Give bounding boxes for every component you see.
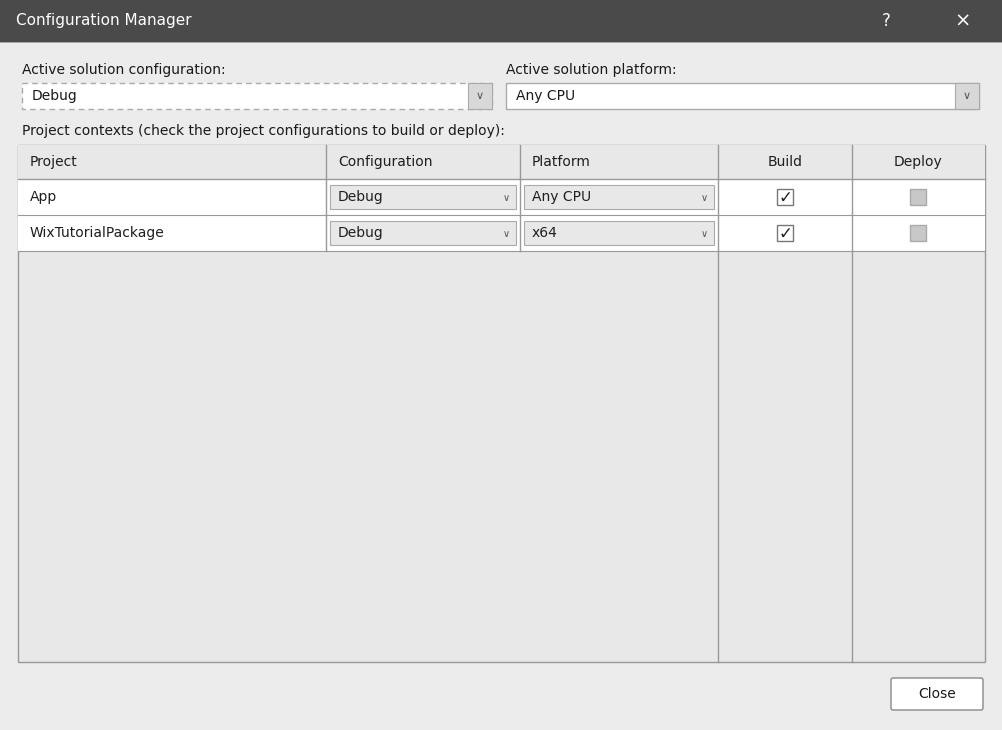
Bar xyxy=(954,83,978,109)
Bar xyxy=(18,215,984,251)
Text: x64: x64 xyxy=(531,226,557,240)
Text: ×: × xyxy=(954,12,970,31)
Text: Debug: Debug xyxy=(338,226,384,240)
Text: Debug: Debug xyxy=(32,89,78,103)
Bar xyxy=(22,83,492,109)
Text: Platform: Platform xyxy=(531,155,590,169)
Bar xyxy=(18,145,984,179)
Text: ?: ? xyxy=(881,12,890,30)
Text: Active solution platform:: Active solution platform: xyxy=(505,63,676,77)
Bar xyxy=(523,221,713,245)
Bar xyxy=(505,83,978,109)
Text: ∨: ∨ xyxy=(699,229,706,239)
Text: ∨: ∨ xyxy=(699,193,706,203)
Text: ∨: ∨ xyxy=(502,193,509,203)
Bar xyxy=(523,185,713,209)
Bar xyxy=(330,221,515,245)
Text: Close: Close xyxy=(917,687,955,701)
Text: ∨: ∨ xyxy=(476,91,484,101)
Text: Project contexts (check the project configurations to build or deploy):: Project contexts (check the project conf… xyxy=(22,124,504,138)
Text: Any CPU: Any CPU xyxy=(515,89,574,103)
Text: App: App xyxy=(30,190,57,204)
Text: ✓: ✓ xyxy=(778,189,792,207)
Text: Configuration Manager: Configuration Manager xyxy=(16,13,191,28)
Bar xyxy=(18,179,984,215)
Bar xyxy=(330,185,515,209)
Bar xyxy=(777,225,793,241)
Bar xyxy=(777,189,793,205)
Bar xyxy=(0,0,1002,42)
Text: Any CPU: Any CPU xyxy=(531,190,590,204)
Text: Deploy: Deploy xyxy=(893,155,942,169)
Text: ✓: ✓ xyxy=(778,225,792,243)
Text: Active solution configuration:: Active solution configuration: xyxy=(22,63,225,77)
Text: Project: Project xyxy=(30,155,78,169)
Text: Configuration: Configuration xyxy=(338,155,432,169)
Bar xyxy=(468,83,492,109)
Text: WixTutorialPackage: WixTutorialPackage xyxy=(30,226,164,240)
Bar xyxy=(910,189,926,205)
FancyBboxPatch shape xyxy=(890,678,982,710)
Text: Build: Build xyxy=(767,155,802,169)
Text: ∨: ∨ xyxy=(502,229,509,239)
Bar xyxy=(18,145,984,662)
Text: ∨: ∨ xyxy=(962,91,970,101)
Bar xyxy=(910,225,926,241)
Text: Debug: Debug xyxy=(338,190,384,204)
